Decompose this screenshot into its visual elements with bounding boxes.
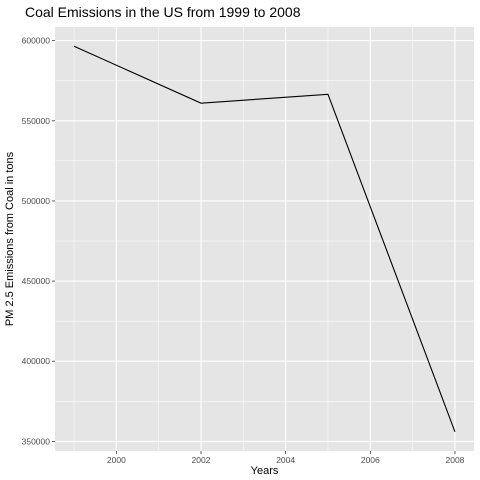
y-axis-title: PM 2.5 Emissions from Coal in tons: [4, 151, 16, 326]
y-tick-label: 350000: [22, 436, 51, 446]
minor-gridlines: [55, 27, 474, 451]
chart-title: Coal Emissions in the US from 1999 to 20…: [25, 4, 301, 20]
y-tick-label: 500000: [22, 196, 51, 206]
x-tick-label: 2000: [107, 455, 126, 465]
major-gridlines: [55, 27, 474, 451]
series-line: [73, 45, 456, 432]
x-axis-title: Years: [251, 465, 279, 477]
x-axis: 2000 2002 2004 2006 2008: [107, 451, 465, 465]
y-tick-label: 450000: [22, 276, 51, 286]
y-axis: 350000 400000 450000 500000 550000 600000: [22, 36, 55, 446]
x-tick-label: 2008: [445, 455, 464, 465]
plot-panel: [55, 27, 474, 451]
x-tick-label: 2004: [276, 455, 295, 465]
y-tick-label: 600000: [22, 36, 51, 46]
y-tick-label: 550000: [22, 116, 51, 126]
x-tick-label: 2006: [361, 455, 380, 465]
y-tick-label: 400000: [22, 356, 51, 366]
x-tick-label: 2002: [192, 455, 211, 465]
